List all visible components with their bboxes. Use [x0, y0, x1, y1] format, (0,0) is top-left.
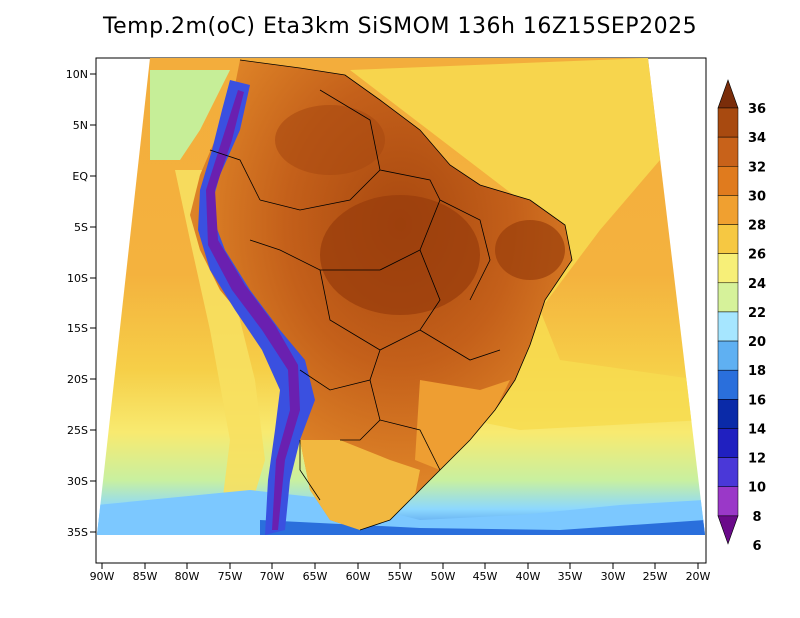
colorbar-label: 16	[748, 393, 766, 408]
lat-label: 35S	[67, 526, 88, 539]
lon-label: 25W	[643, 570, 668, 583]
andes-peaks	[206, 90, 300, 530]
colorbar-swatch	[717, 136, 739, 167]
lon-label: 70W	[260, 570, 285, 583]
longitude-axis: 90W 85W 80W 75W 70W 65W 60W 55W 50W 45W …	[90, 563, 711, 583]
colorbar-label: 8	[752, 510, 761, 525]
lon-label: 60W	[346, 570, 371, 583]
northern-hot-core	[275, 105, 385, 175]
colorbar-swatch	[717, 399, 739, 429]
lon-label: 45W	[473, 570, 498, 583]
lat-label: 20S	[67, 373, 88, 386]
lat-label: 5S	[74, 221, 88, 234]
lat-label: 10S	[67, 272, 88, 285]
lon-label: 75W	[218, 570, 243, 583]
lon-label: 50W	[431, 570, 456, 583]
southern-cold-water	[97, 490, 705, 535]
colorbar-swatch	[717, 340, 739, 371]
colorbar-label: 22	[748, 306, 766, 321]
lon-label: 55W	[388, 570, 413, 583]
colorbar-label: 10	[748, 481, 766, 496]
latitude-axis: 10N 5N EQ 5S 10S 15S 20S 25S 30S 35S	[66, 68, 96, 539]
colorbar-swatch	[717, 282, 739, 313]
lon-label: 20W	[686, 570, 711, 583]
lat-label: 10N	[66, 68, 88, 81]
colorbar-swatch	[717, 486, 739, 517]
colorbar-label: 28	[748, 219, 766, 234]
colorbar-swatch	[717, 311, 739, 342]
colorbar-label: 12	[748, 452, 766, 467]
colorbar-swatch	[717, 428, 739, 458]
northeast-hot-core	[495, 220, 565, 280]
colorbar-label: 14	[748, 422, 766, 437]
colorbar-swatch	[717, 369, 739, 400]
southern-very-cold-water	[260, 520, 705, 535]
southeast-brazil-warm	[415, 380, 510, 470]
colorbar-label: 34	[748, 131, 766, 146]
lon-label: 90W	[90, 570, 115, 583]
colorbar-swatch	[717, 253, 739, 284]
lon-label: 30W	[601, 570, 626, 583]
lon-label: 35W	[558, 570, 583, 583]
pacific-cool-patch	[150, 70, 230, 160]
colorbar-label: 30	[748, 189, 766, 204]
lat-label: 15S	[67, 322, 88, 335]
colorbar-label: 36	[748, 102, 766, 117]
colorbar-swatch	[717, 457, 739, 487]
lon-label: 80W	[175, 570, 200, 583]
colorbar-label: 32	[748, 160, 766, 175]
colorbar-label: 24	[748, 277, 766, 292]
southern-cone-warm	[300, 440, 420, 530]
country-borders	[209, 59, 573, 531]
amazon-hot-core	[320, 195, 480, 315]
colorbar-label: 18	[748, 364, 766, 379]
colorbar-top-arrow	[717, 79, 739, 109]
colorbar-swatch	[717, 166, 739, 196]
lat-label: EQ	[72, 170, 88, 183]
lon-label: 85W	[133, 570, 158, 583]
lat-label: 5N	[73, 119, 88, 132]
lon-label: 65W	[303, 570, 328, 583]
colorbar-swatch	[717, 224, 739, 254]
colorbar-swatch	[717, 107, 739, 138]
pacific-coastal-cool	[175, 170, 265, 520]
colorbar-swatch	[717, 195, 739, 225]
colorbar: 36 34 32 30 28 26 24 22 20 18 16 14 12 10 8 6	[717, 79, 766, 554]
colorbar-bottom-arrow	[717, 515, 739, 545]
map-title: Temp.2m(oC) Eta3km SiSMOM 136h 16Z15SEP2…	[102, 14, 698, 39]
colorbar-label: 26	[748, 248, 766, 263]
lat-label: 30S	[67, 475, 88, 488]
colorbar-label: 20	[748, 335, 766, 350]
map-domain	[97, 58, 705, 535]
lon-label: 40W	[516, 570, 541, 583]
lat-label: 25S	[67, 424, 88, 437]
colorbar-label: 6	[752, 539, 761, 554]
